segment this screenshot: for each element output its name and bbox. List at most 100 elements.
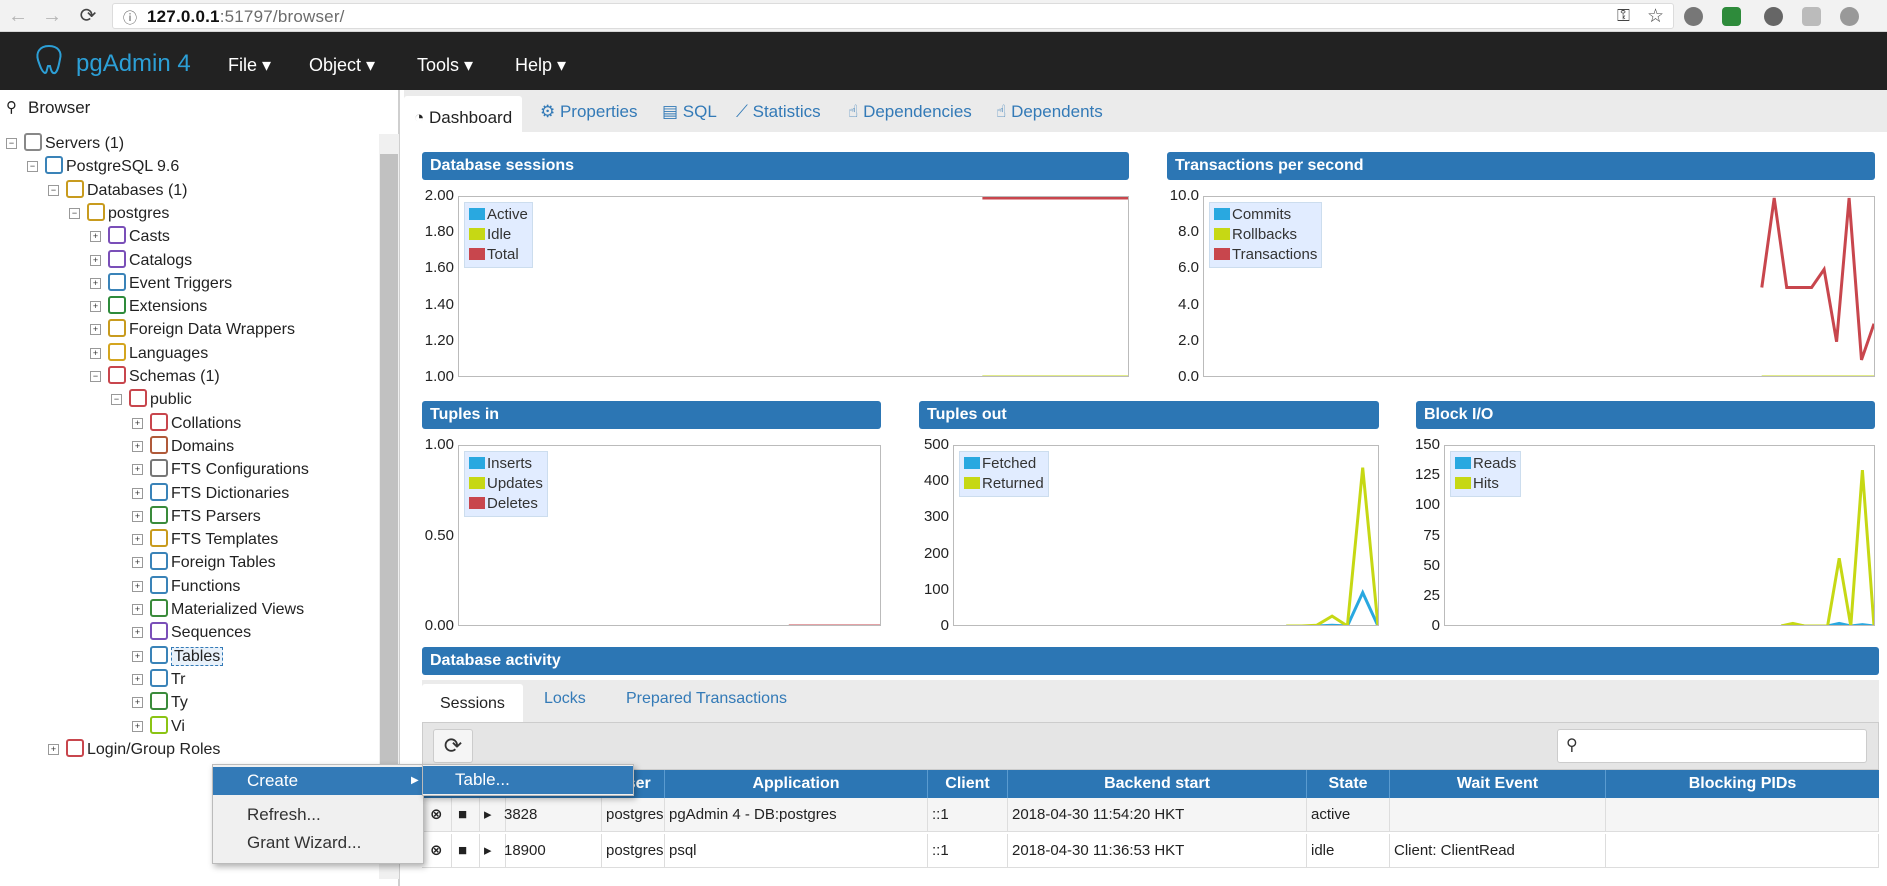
- subtab-sessions[interactable]: Sessions: [422, 684, 523, 722]
- tree-toggle-icon[interactable]: +: [132, 697, 143, 709]
- tree-toggle-icon[interactable]: −: [6, 138, 17, 149]
- key-icon[interactable]: ⚿: [1617, 6, 1630, 25]
- tree-node[interactable]: Extensions: [108, 295, 207, 319]
- table-row[interactable]: ⊗ ■ ▸ 18900 postgres psql::1 2018-04-30 11:36:…: [422, 834, 1879, 868]
- tree-node[interactable]: Casts: [108, 225, 170, 249]
- cancel-query-icon[interactable]: ⊗: [426, 834, 452, 868]
- tree-node[interactable]: PostgreSQL 9.6: [45, 155, 179, 179]
- col-blocking-pids[interactable]: Blocking PIDs: [1688, 775, 1797, 792]
- tab-dashboard[interactable]: ◔ Dashboard: [404, 96, 523, 132]
- tree-toggle-icon[interactable]: +: [90, 277, 101, 289]
- tree-toggle-icon[interactable]: +: [132, 534, 143, 546]
- tree-node[interactable]: Ty: [150, 691, 188, 715]
- menu-file[interactable]: File ▾: [228, 55, 272, 75]
- extension-icon[interactable]: [1764, 7, 1783, 26]
- subtab-locks[interactable]: Locks: [544, 690, 586, 707]
- tree-scrollbar-thumb[interactable]: [380, 154, 398, 854]
- tree-node[interactable]: Vi: [150, 715, 185, 739]
- tree-node[interactable]: Tr: [150, 668, 186, 692]
- ctx-create[interactable]: Create ▶: [213, 767, 425, 795]
- ctx-create-table[interactable]: Table...: [423, 766, 633, 794]
- tree-node[interactable]: Schemas (1): [108, 365, 220, 389]
- tree-node[interactable]: FTS Parsers: [150, 505, 261, 529]
- tree-toggle-icon[interactable]: +: [132, 627, 143, 639]
- expand-row-icon[interactable]: ▸: [480, 834, 506, 868]
- ctx-refresh[interactable]: Refresh...: [247, 805, 321, 824]
- star-icon[interactable]: ☆: [1647, 6, 1665, 27]
- tree-toggle-icon[interactable]: +: [132, 464, 143, 476]
- terminate-icon[interactable]: ■: [454, 798, 480, 832]
- tree-toggle-icon[interactable]: +: [132, 417, 143, 429]
- tree-node[interactable]: FTS Dictionaries: [150, 482, 289, 506]
- col-client[interactable]: Client: [928, 770, 1008, 798]
- menu-tools[interactable]: Tools ▾: [417, 55, 474, 75]
- tab-sql[interactable]: ▤ SQL: [662, 102, 717, 121]
- search-input[interactable]: ⚲: [1557, 729, 1867, 763]
- extension-icon[interactable]: [1684, 7, 1703, 26]
- tree-toggle-icon[interactable]: +: [132, 557, 143, 569]
- tree-toggle-icon[interactable]: +: [90, 301, 101, 313]
- tree-node[interactable]: Foreign Data Wrappers: [108, 318, 295, 342]
- tree-node[interactable]: Catalogs: [108, 249, 192, 273]
- tree-toggle-icon[interactable]: +: [48, 743, 59, 755]
- tab-statistics[interactable]: ⟋ Statistics: [736, 102, 821, 121]
- tree-node[interactable]: Servers (1): [24, 132, 124, 156]
- tab-dependencies[interactable]: ☝ Dependencies: [848, 102, 972, 121]
- refresh-button[interactable]: ⟳: [433, 729, 473, 763]
- tree-node[interactable]: Functions: [150, 575, 240, 599]
- pdf-extension-icon[interactable]: [1802, 7, 1821, 26]
- tree-node[interactable]: postgres: [87, 202, 169, 226]
- tree-node[interactable]: public: [129, 388, 192, 412]
- reload-icon[interactable]: ⟳: [79, 5, 97, 27]
- tree-toggle-icon[interactable]: +: [90, 347, 101, 359]
- ctx-grant-wizard[interactable]: Grant Wizard...: [247, 833, 362, 852]
- address-bar[interactable]: ⓘ 127.0.0.1:51797/browser/ ⚿ ☆: [112, 3, 1674, 29]
- back-icon[interactable]: ←: [8, 5, 28, 27]
- tree-node[interactable]: Materialized Views: [150, 598, 304, 622]
- col-wait-event[interactable]: Wait Event: [1390, 770, 1606, 798]
- col-backend-start[interactable]: Backend start: [1008, 770, 1307, 798]
- tree-node[interactable]: Foreign Tables: [150, 551, 276, 575]
- tree-toggle-icon[interactable]: +: [132, 650, 143, 662]
- forward-icon[interactable]: →: [42, 5, 62, 27]
- menu-object[interactable]: Object ▾: [309, 55, 376, 75]
- tree-toggle-icon[interactable]: +: [90, 254, 101, 266]
- tree-toggle-icon[interactable]: −: [27, 161, 38, 173]
- tree-toggle-icon[interactable]: −: [90, 371, 101, 382]
- tree-toggle-icon[interactable]: −: [111, 394, 122, 406]
- tree-toggle-icon[interactable]: +: [132, 604, 143, 615]
- tree-toggle-icon[interactable]: +: [132, 720, 143, 732]
- terminate-icon[interactable]: ■: [454, 834, 480, 868]
- extension-icon[interactable]: [1840, 7, 1859, 26]
- col-application[interactable]: Application: [665, 770, 928, 798]
- tree-toggle-icon[interactable]: +: [90, 324, 101, 336]
- tree-toggle-icon[interactable]: −: [69, 207, 80, 219]
- tab-dependents[interactable]: ☝ Dependents: [996, 102, 1103, 121]
- expand-row-icon[interactable]: ▸: [480, 798, 506, 832]
- tree-node[interactable]: Login/Group Roles: [66, 738, 220, 762]
- subtab-prepared-transactions[interactable]: Prepared Transactions: [626, 690, 787, 707]
- col-state[interactable]: State: [1307, 770, 1390, 798]
- tree-node[interactable]: Databases (1): [66, 179, 188, 203]
- tree-node[interactable]: Domains: [150, 435, 234, 459]
- cancel-query-icon[interactable]: ⊗: [426, 798, 452, 832]
- tree-node[interactable]: FTS Templates: [150, 528, 278, 552]
- tree-node[interactable]: Tables: [150, 645, 224, 669]
- tree-toggle-icon[interactable]: +: [132, 510, 143, 522]
- tree-toggle-icon[interactable]: +: [132, 487, 143, 499]
- tree-node[interactable]: Event Triggers: [108, 272, 232, 296]
- tree-toggle-icon[interactable]: +: [132, 673, 143, 685]
- tree-node[interactable]: Sequences: [150, 621, 251, 645]
- tree-node[interactable]: Collations: [150, 412, 241, 436]
- tree-node[interactable]: FTS Configurations: [150, 458, 309, 482]
- tree-toggle-icon[interactable]: −: [48, 184, 59, 196]
- menu-help[interactable]: Help ▾: [515, 55, 567, 75]
- brand-title[interactable]: pgAdmin 4: [76, 50, 191, 77]
- cors-extension-icon[interactable]: [1722, 7, 1741, 26]
- tree-toggle-icon[interactable]: +: [90, 231, 101, 243]
- tree-toggle-icon[interactable]: +: [132, 580, 143, 592]
- tree-toggle-icon[interactable]: +: [132, 440, 143, 452]
- tab-properties[interactable]: ⚙ Properties: [540, 102, 638, 121]
- tree-node[interactable]: Languages: [108, 342, 208, 366]
- table-row[interactable]: ⊗ ■ ▸ 3828 postgres pgAdmin 4 - DB:postgres::…: [422, 798, 1879, 832]
